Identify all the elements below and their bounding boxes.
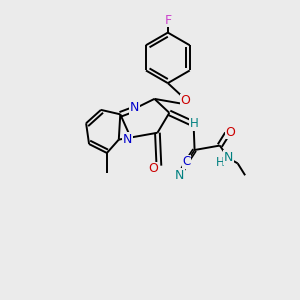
Text: O: O [148, 162, 158, 175]
Text: H: H [215, 156, 224, 169]
Text: F: F [164, 14, 171, 27]
Text: N: N [123, 133, 132, 146]
Text: H: H [190, 117, 199, 130]
Text: N: N [224, 151, 233, 164]
Text: O: O [181, 94, 190, 107]
Text: O: O [225, 126, 235, 139]
Text: C: C [182, 155, 190, 168]
Text: N: N [175, 169, 184, 182]
Text: N: N [130, 101, 139, 114]
